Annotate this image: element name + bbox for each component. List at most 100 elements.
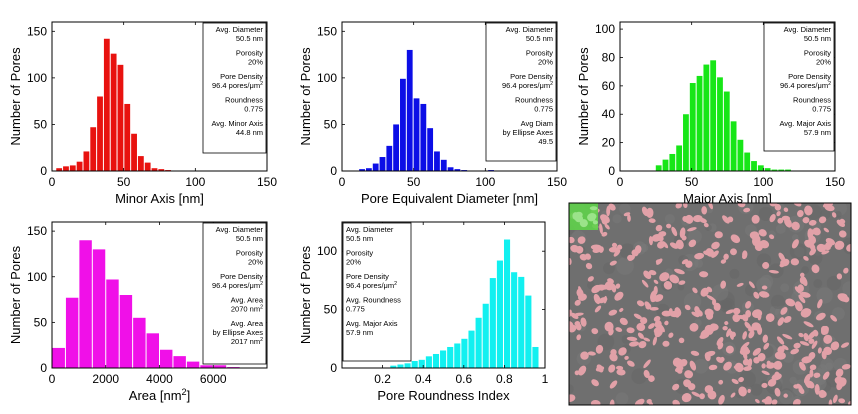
sem-texture-spot <box>616 257 634 275</box>
stats-line: Porosity <box>236 249 263 258</box>
stats-line: Porosity <box>526 49 553 58</box>
histogram-bar <box>757 165 764 171</box>
x-tick-label: 0 <box>339 175 346 189</box>
sem-pore <box>725 345 734 354</box>
sem-pore <box>704 352 711 362</box>
sem-pore <box>691 311 700 318</box>
sem-pore <box>840 342 850 348</box>
sem-pore <box>717 342 724 350</box>
sem-texture-spot <box>826 275 842 291</box>
stats-box <box>202 222 267 365</box>
sem-pore <box>846 244 851 252</box>
stats-line: 50.5 nm <box>236 34 263 43</box>
sem-pore <box>823 334 833 344</box>
sem-pore <box>689 360 697 371</box>
histogram-bar <box>432 353 440 368</box>
sem-pore <box>640 317 648 325</box>
sem-pore <box>699 393 705 400</box>
stats-line: Pore Density <box>788 72 831 81</box>
sem-pore <box>681 235 687 241</box>
stats-line: Pore Density <box>220 272 263 281</box>
sem-pore <box>636 323 646 332</box>
histogram-bar <box>106 279 119 368</box>
stats-line: Porosity <box>346 249 373 258</box>
stats-line: Pore Density <box>510 72 553 81</box>
x-tick-label: 6000 <box>200 372 227 386</box>
stats-line: by Ellipse Axes <box>503 128 554 137</box>
sem-pore <box>720 259 727 264</box>
sem-pore <box>672 383 680 391</box>
histogram-bar <box>425 356 432 368</box>
sem-pore <box>793 342 801 349</box>
stats-line: 50.5 nm <box>804 34 831 43</box>
sem-pore <box>817 347 822 354</box>
sem-pore <box>774 203 782 211</box>
histogram-bar <box>200 365 213 368</box>
y-tick-label: 100 <box>317 244 337 258</box>
histogram-bar <box>411 360 418 368</box>
x-axis-label: Major Axis [nm] <box>683 191 772 206</box>
sem-pore <box>580 351 589 360</box>
x-tick-label: 100 <box>185 175 205 189</box>
stats-line: 0.775 <box>244 105 263 114</box>
stats-line: 20% <box>248 58 263 67</box>
sem-pore <box>736 282 744 287</box>
sem-pore <box>619 308 624 313</box>
sem-pore <box>569 324 577 333</box>
y-axis-label: Number of Pores <box>8 245 23 344</box>
sem-texture-spot <box>801 266 809 275</box>
sem-pore <box>761 382 768 389</box>
sem-pore <box>569 257 572 266</box>
y-tick-label: 80 <box>602 50 616 64</box>
sem-pore <box>782 333 793 340</box>
sem-texture-spot <box>711 284 729 301</box>
sem-pore <box>627 214 631 222</box>
sem-pore <box>761 293 766 298</box>
x-tick-label: 1 <box>542 372 549 386</box>
sem-pore <box>599 223 603 235</box>
histogram-bar <box>151 168 158 171</box>
sem-pore <box>659 272 670 282</box>
histogram-bar <box>110 53 117 171</box>
histogram-bar <box>655 165 662 171</box>
sem-pore <box>709 326 717 333</box>
stats-line: 96.4 pores/μm2 <box>346 281 397 290</box>
histogram-bar <box>144 162 151 171</box>
sem-pore <box>641 279 649 288</box>
histogram-bar <box>386 145 393 171</box>
y-tick-label: 20 <box>602 136 616 150</box>
sem-pore <box>704 324 714 335</box>
sem-pore <box>700 287 709 297</box>
sem-pore <box>678 280 686 285</box>
sem-pore <box>815 312 826 321</box>
sem-pore <box>724 321 729 326</box>
sem-pore <box>626 327 635 334</box>
sem-texture-spot <box>738 370 756 388</box>
histogram-bar <box>418 359 425 368</box>
sem-pore <box>615 327 623 332</box>
sem-pore <box>714 231 723 239</box>
sem-pore <box>783 207 789 213</box>
histogram-bar <box>447 346 454 368</box>
histogram-bar <box>511 272 518 368</box>
y-axis-label: Number of Pores <box>576 47 591 146</box>
sem-pore <box>739 377 744 382</box>
x-axis-label: Area [nm2] <box>129 387 190 403</box>
histogram-bar <box>158 169 165 171</box>
sem-pore <box>711 250 719 258</box>
sem-pore <box>643 359 651 369</box>
pore-diameter-histogram: 0 50 100 150 0 50 100 150 Pore Equivalent Diamet… <box>298 21 567 206</box>
sem-pore <box>714 304 719 311</box>
sem-pore <box>671 226 678 237</box>
stats-line: 0.775 <box>812 105 831 114</box>
histogram-bar <box>52 347 65 368</box>
histogram-bar <box>778 169 785 171</box>
sem-pore <box>653 294 664 302</box>
sem-pore <box>792 398 801 405</box>
sem-pore <box>798 387 805 395</box>
sem-texture-spot <box>693 358 709 374</box>
y-axis-label: Number of Pores <box>298 245 313 344</box>
sem-pore <box>706 286 713 293</box>
sem-pore <box>578 286 583 294</box>
histogram-bar <box>173 356 186 368</box>
